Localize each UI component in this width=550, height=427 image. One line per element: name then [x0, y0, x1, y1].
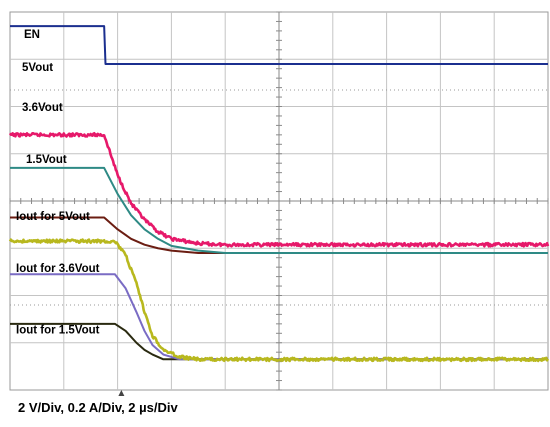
waveform-traces: [8, 25, 550, 363]
label-3-6vout: 3.6Vout: [22, 102, 63, 114]
label-en: EN: [24, 29, 40, 41]
trace-1-5vout: [10, 216, 548, 254]
label-iout-for-3-6vout: Iout for 3.6Vout: [16, 263, 100, 275]
grid: [9, 11, 549, 396]
trigger-marker: [118, 390, 125, 396]
trace-labels: EN 5Vout 3.6Vout 1.5Vout Iout for 5Vout Iout …: [16, 29, 100, 336]
plot-background: [0, 0, 550, 400]
label-5vout: 5Vout: [22, 62, 53, 74]
oscilloscope-plot: EN 5Vout 3.6Vout 1.5Vout Iout for 5Vout Iout …: [0, 0, 550, 400]
label-iout-for-5vout: Iout for 5Vout: [16, 211, 90, 223]
trace-iout-for-5vout: [8, 238, 550, 363]
reference-dotted-lines: [10, 89, 548, 306]
trace-3-6vout: [10, 166, 548, 254]
label-1-5vout: 1.5Vout: [26, 154, 67, 166]
label-iout-for-1-5vout: Iout for 1.5Vout: [16, 324, 100, 336]
trace-en: [10, 25, 548, 65]
scale-caption: 2 V/Div, 0.2 A/Div, 2 µs/Div: [18, 400, 178, 415]
trace-5vout: [8, 131, 550, 248]
